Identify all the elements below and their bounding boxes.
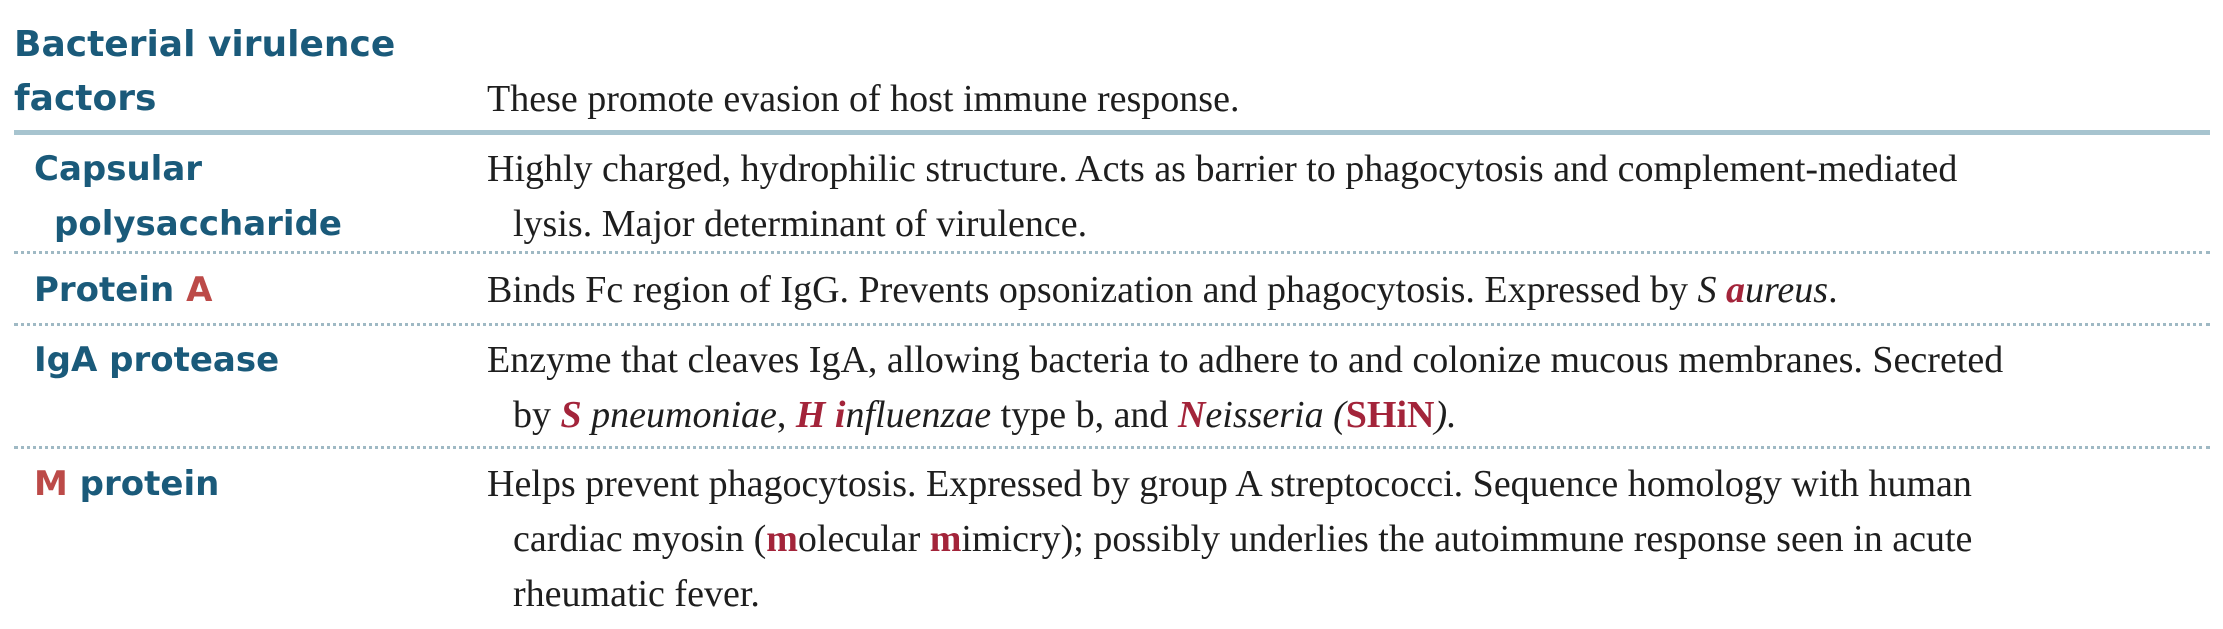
description-text: type b, and [991, 394, 1178, 436]
table-row: Capsular polysaccharide Highly charged, … [14, 142, 2210, 245]
organism-name: nfluenzae [845, 394, 992, 436]
description-text: olecular [797, 518, 930, 560]
mnemonic-letter: H i [795, 394, 846, 436]
term-highlight: A [186, 270, 213, 310]
description-line: lysis. Major determinant of virulence. [513, 203, 1088, 245]
term-line: Capsular [34, 149, 203, 189]
section-title: Bacterial virulence factors [14, 18, 395, 126]
row-description: Enzyme that cleaves IgA, allowing bacter… [487, 333, 2207, 443]
term-line: polysaccharide [54, 204, 342, 244]
row-term: Capsular polysaccharide [34, 142, 342, 252]
mnemonic-letter: N [1177, 394, 1206, 436]
term-text: protein [67, 464, 220, 504]
description-text: imicry); possibly underlies the autoimmu… [961, 518, 1973, 560]
row-divider [14, 251, 2210, 254]
description-line: rheumatic fever. [513, 573, 760, 615]
organism-name: ureus [1745, 269, 1829, 311]
row-description: Highly charged, hydrophilic structure. A… [487, 142, 2207, 252]
description-text: cardiac myosin ( [513, 518, 767, 560]
organism-name: eisseria [1205, 394, 1324, 436]
description-line: Helps prevent phagocytosis. Expressed by… [487, 463, 1972, 505]
table-row: IgA protease Enzyme that cleaves IgA, al… [14, 333, 2210, 443]
section-intro: These promote evasion of host immune res… [487, 78, 1240, 120]
term-text: Protein [34, 270, 187, 310]
row-term: M protein [34, 457, 219, 512]
description-text: . [1828, 269, 1838, 311]
organism-name: S [1697, 269, 1727, 311]
description-text: ( [1323, 394, 1346, 436]
row-term: IgA protease [34, 340, 280, 380]
organism-name: pneumoniae [581, 394, 777, 436]
description-text: Binds Fc region of IgG. Prevents opsoniz… [487, 269, 1698, 311]
row-divider [14, 446, 2210, 449]
mnemonic-letter: a [1726, 269, 1746, 311]
mnemonic-letter: m [766, 518, 798, 560]
mnemonic-letter: S [560, 394, 582, 436]
description-line: by S pneumoniae, H influenzae type b, an… [487, 388, 2207, 443]
term-highlight: M [34, 464, 68, 504]
description-text: by [513, 394, 561, 436]
section-title-line-2: factors [14, 78, 157, 119]
table-row: M protein Helps prevent phagocytosis. Ex… [14, 457, 2210, 622]
mnemonic: SHiN [1345, 394, 1435, 436]
description-line: Enzyme that cleaves IgA, allowing bacter… [487, 339, 2004, 381]
section-title-line-1: Bacterial virulence [14, 24, 396, 65]
header-divider [14, 130, 2210, 135]
table-row: Protein A Binds Fc region of IgG. Preven… [14, 263, 2210, 318]
row-description: Binds Fc region of IgG. Prevents opsoniz… [487, 263, 2207, 318]
row-description: Helps prevent phagocytosis. Expressed by… [487, 457, 2207, 622]
description-text: ). [1434, 394, 1457, 436]
description-line: Highly charged, hydrophilic structure. A… [487, 148, 1958, 190]
row-term: Protein A [34, 263, 212, 318]
row-divider [14, 323, 2210, 326]
description-line: cardiac myosin (molecular mimicry); poss… [487, 512, 2207, 567]
description-text: , [776, 394, 796, 436]
mnemonic-letter: m [929, 518, 962, 560]
